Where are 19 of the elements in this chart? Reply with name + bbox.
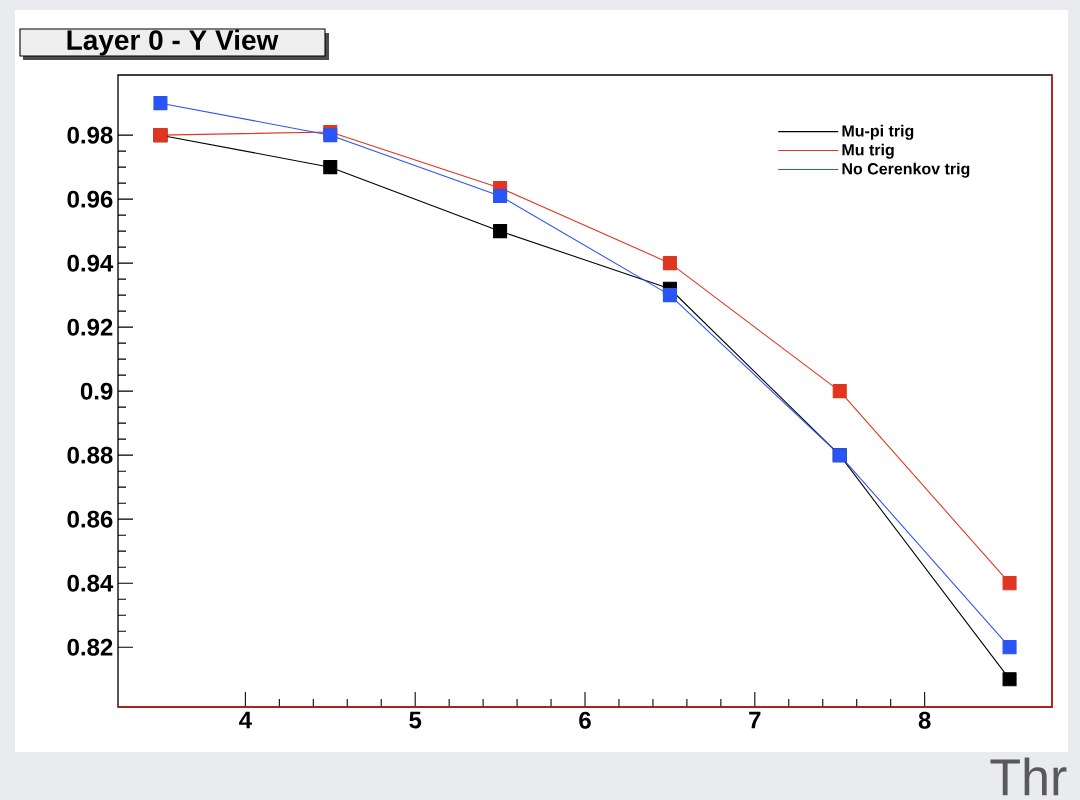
y-tick-label: 0.84 [67,574,114,592]
legend-label: Mu trig [842,143,894,159]
y-tick-label: 0.94 [67,254,114,272]
x-tick-label: 8 [918,711,931,729]
legend-label: No Cerenkov trig [842,162,970,178]
y-tick-label: 0.98 [67,126,113,144]
x-tick-label: 4 [239,711,252,729]
y-tick-label: 0.9 [80,382,113,400]
y-tick-label: 0.88 [67,446,113,464]
y-tick-label: 0.92 [67,318,113,336]
y-tick-label: 0.82 [67,638,113,656]
x-tick-label: 6 [579,711,591,729]
x-tick-label: 5 [409,711,422,729]
chart-title: Layer 0 - Y View [67,29,279,56]
y-tick-label: 0.86 [67,510,113,528]
text: Thr [990,757,1067,796]
y-tick-label: 0.96 [67,190,113,208]
x-tick-label: 7 [749,711,761,729]
legend-label: Mu-pi trig [842,124,914,140]
